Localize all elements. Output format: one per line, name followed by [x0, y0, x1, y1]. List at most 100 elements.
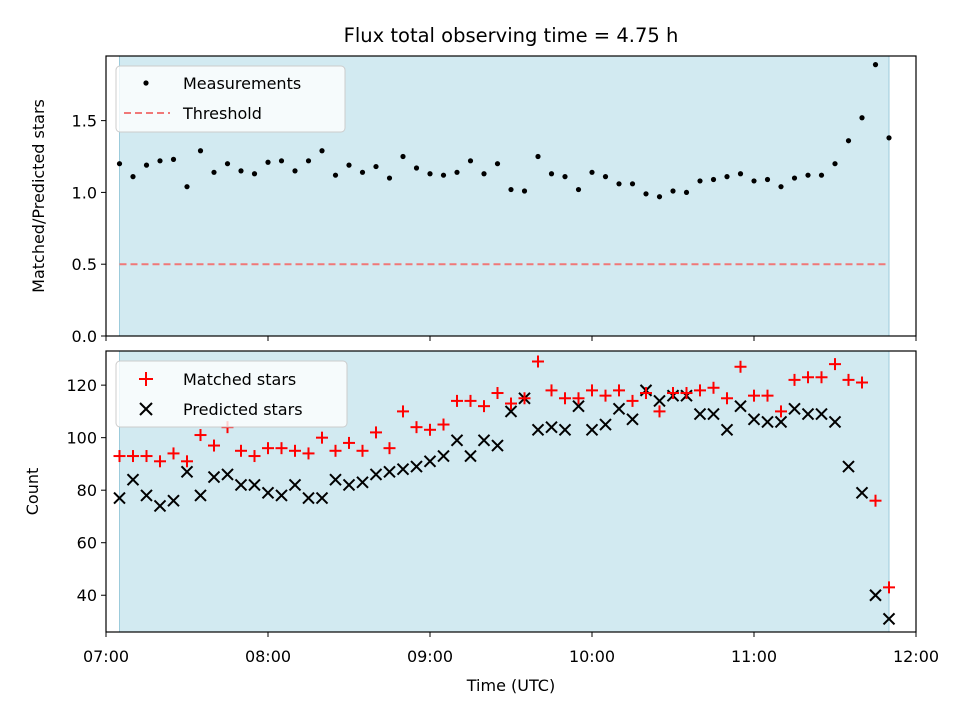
matched-star-point [559, 392, 571, 405]
predicted-star-point [545, 420, 558, 434]
predicted-star-point [720, 423, 734, 436]
predicted-star-stroke [113, 491, 126, 505]
predicted-star-stroke [423, 455, 437, 468]
measurement-point [602, 174, 609, 180]
matched-star-point [883, 581, 895, 594]
matched-star-point [491, 387, 504, 400]
matched-star-point [599, 389, 612, 402]
measurement-point [764, 176, 771, 183]
matched-star-point [248, 450, 261, 463]
predicted-star-point [288, 478, 302, 492]
measurement-point [535, 153, 541, 160]
top-panel: 0.0 0.5 1.0 1.5 Matched/Predicted stars Mea… [29, 55, 917, 346]
predicted-star-point [464, 449, 477, 463]
predicted-star-stroke [410, 460, 423, 473]
predicted-star-point [504, 405, 518, 418]
predicted-star-point [828, 415, 842, 429]
legend-marker-measurements [143, 80, 149, 86]
measurement-point [670, 188, 676, 194]
top-points-layer [116, 62, 892, 200]
top-y-tick-label: 1.5 [72, 112, 97, 131]
measurement-point [805, 172, 811, 178]
predicted-star-point [788, 402, 801, 415]
bottom-x-tick-label: 08:00 [245, 647, 291, 666]
matched-star-point [815, 371, 828, 384]
matched-star-point [289, 444, 301, 457]
measurement-point [521, 188, 528, 194]
predicted-star-point [248, 478, 261, 492]
predicted-star-stroke [248, 478, 261, 492]
predicted-star-point [855, 486, 869, 500]
predicted-star-stroke [207, 470, 221, 484]
predicted-star-point [491, 439, 504, 452]
measurement-point [116, 161, 123, 167]
predicted-star-point [882, 612, 896, 626]
predicted-star-stroke [302, 491, 315, 505]
predicted-star-point [626, 413, 639, 426]
bottom-y-axis-label: Count [23, 468, 42, 516]
predicted-star-point [531, 423, 545, 436]
predicted-star-stroke [437, 449, 450, 463]
matched-star-point [626, 394, 639, 407]
measurement-point [211, 169, 217, 175]
matched-star-point [478, 400, 490, 413]
matched-star-point [802, 371, 814, 384]
matched-star-point [397, 405, 409, 418]
predicted-star-point [221, 468, 234, 481]
legend-marker-matched-stars [139, 372, 153, 386]
predicted-star-stroke [126, 473, 140, 486]
bottom-x-tick-label: 07:00 [83, 647, 129, 666]
predicted-star-stroke [626, 413, 639, 426]
matched-star-point [721, 392, 733, 405]
measurement-point [157, 158, 163, 164]
measurement-point [224, 161, 231, 167]
matched-star-point [235, 444, 247, 457]
matched-star-point [613, 384, 625, 397]
matched-star-point [653, 405, 666, 418]
bottom-panel: 40 60 80 100 120 07:00 08:00 09:00 10:00 11:00 12… [23, 350, 939, 695]
predicted-star-point [140, 489, 153, 502]
predicted-star-stroke [815, 407, 828, 421]
predicted-star-stroke [342, 478, 356, 492]
measurement-point [818, 172, 825, 178]
predicted-star-point [558, 423, 572, 436]
matched-star-point [154, 455, 166, 468]
predicted-star-stroke [396, 462, 410, 476]
matched-star-point [167, 447, 180, 460]
measurement-point [697, 178, 703, 184]
predicted-star-stroke [329, 473, 342, 486]
predicted-star-stroke [369, 468, 383, 481]
chart-title: Flux total observing time = 4.75 h [344, 24, 679, 47]
matched-star-point [208, 439, 220, 452]
bottom-y-tick-label: 120 [66, 376, 97, 395]
predicted-star-point [450, 434, 464, 447]
predicted-star-point [734, 399, 747, 413]
measurement-point [845, 138, 852, 144]
matched-star-point [370, 426, 382, 439]
measurement-point [440, 172, 447, 178]
predicted-star-stroke [261, 486, 275, 500]
top-y-axis-label: Matched/Predicted stars [29, 99, 48, 293]
measurement-point [130, 174, 136, 180]
bottom-y-tick-label: 80 [77, 481, 97, 500]
predicted-star-point [585, 423, 599, 436]
measurement-point [197, 148, 204, 154]
top-x-ticks [105, 336, 917, 341]
measurement-point [589, 169, 595, 175]
predicted-star-stroke [774, 415, 788, 429]
predicted-star-stroke [788, 402, 801, 415]
predicted-star-point [572, 399, 585, 413]
predicted-star-stroke [140, 489, 153, 502]
measurement-point [373, 163, 379, 170]
legend-label-predicted-stars: Predicted stars [183, 400, 303, 419]
predicted-star-stroke [869, 589, 882, 602]
bottom-x-tick-label: 12:00 [893, 647, 939, 666]
predicted-star-stroke [761, 415, 774, 429]
predicted-star-point [126, 473, 140, 486]
matched-star-point [734, 360, 747, 373]
predicted-star-point [599, 418, 612, 431]
matched-star-point [316, 431, 328, 444]
measurement-point [886, 135, 892, 141]
matched-star-point [694, 384, 706, 397]
matched-star-point [775, 405, 787, 418]
